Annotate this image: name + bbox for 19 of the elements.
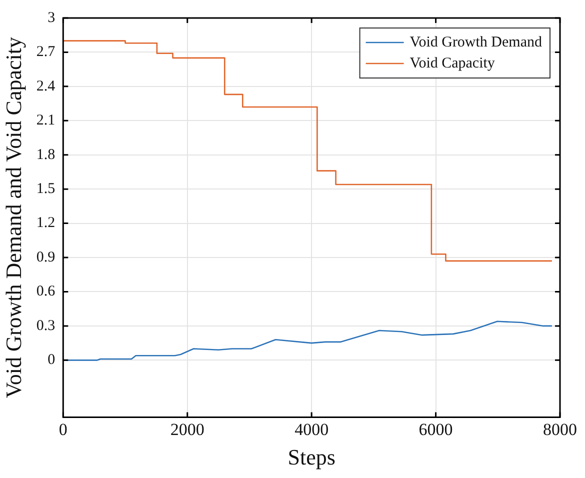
y-tick-label: 1.5	[36, 181, 56, 198]
x-tick-label: 6000	[418, 420, 453, 439]
y-tick-label: 0.3	[36, 318, 56, 334]
y-tick-label: 2.1	[36, 112, 56, 129]
x-tick-label: 2000	[170, 420, 204, 439]
y-tick-label: 0.6	[36, 284, 56, 300]
y-tick-label: 3	[48, 10, 56, 26]
y-axis-title: Void Growth Demand and Void Capacity	[0, 37, 26, 398]
legend-label: Void Growth Demand	[410, 34, 542, 50]
legend-label: Void Capacity	[410, 55, 496, 72]
x-tick-label: 4000	[294, 420, 329, 439]
y-tick-label: 0	[48, 352, 56, 368]
y-tick-label: 0.9	[36, 249, 56, 266]
y-tick-label: 1.8	[36, 146, 56, 163]
x-axis-title: Steps	[288, 444, 336, 470]
y-tick-label: 2.4	[36, 78, 56, 94]
y-tick-label: 1.2	[36, 215, 56, 232]
y-tick-label: 2.7	[36, 44, 56, 60]
x-tick-label: 8000	[543, 420, 577, 439]
